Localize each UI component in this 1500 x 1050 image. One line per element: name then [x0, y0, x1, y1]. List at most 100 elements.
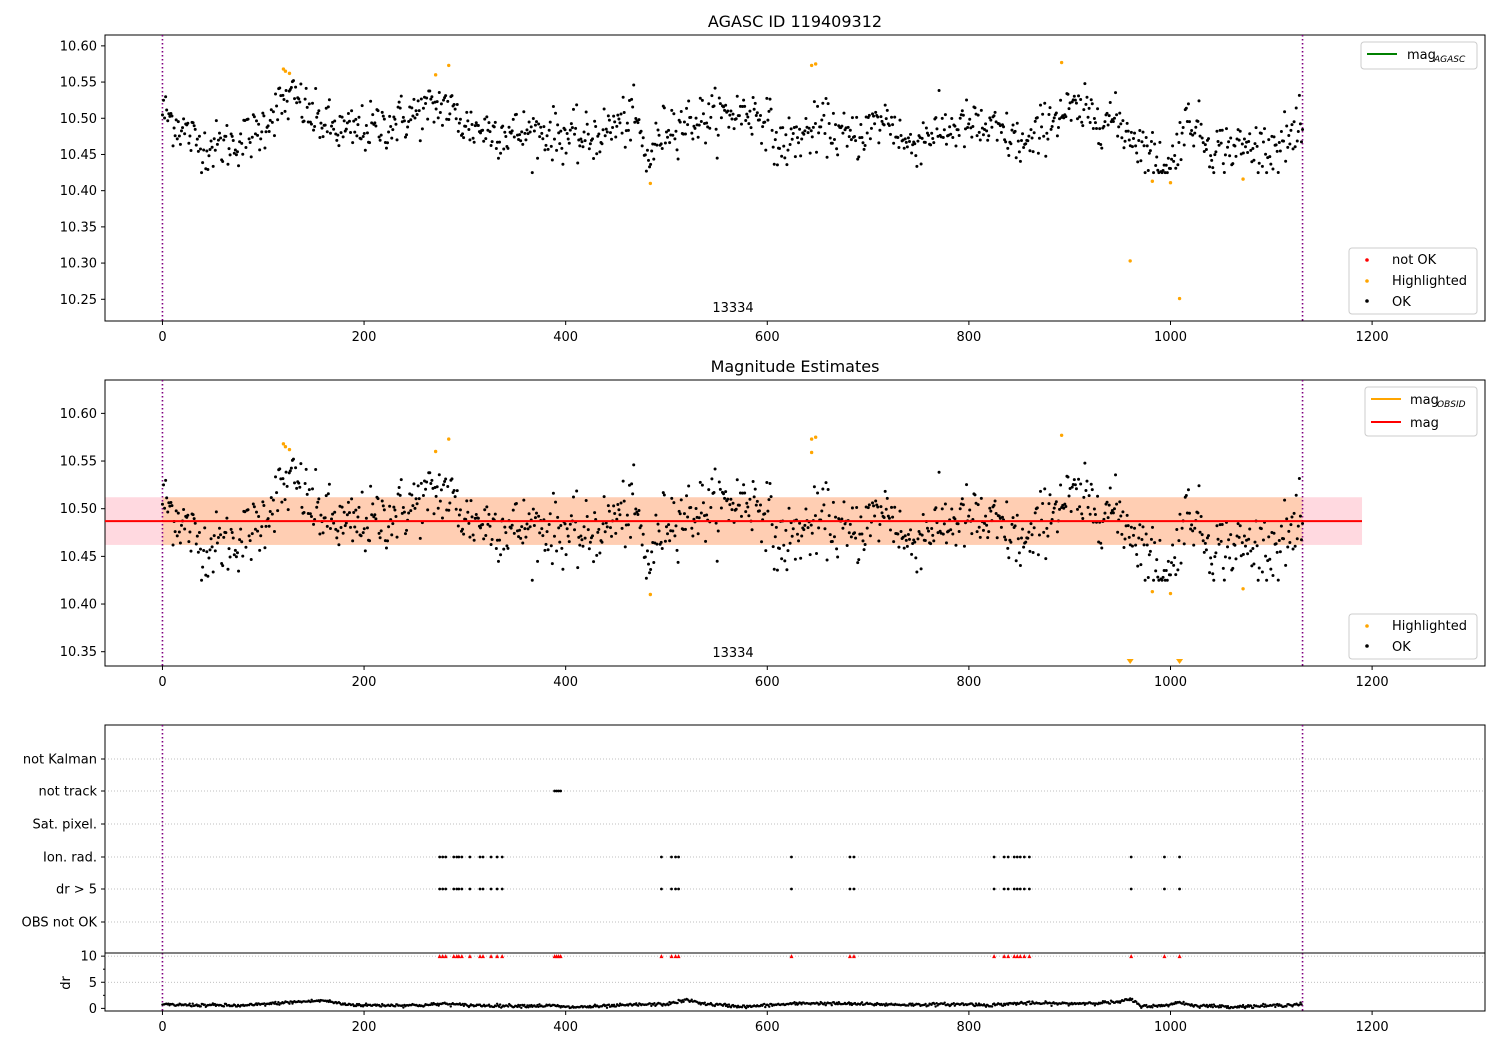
agasc-ok-point: [552, 137, 556, 141]
agasc-ok-point: [767, 109, 771, 113]
mag-estimates-ok-point: [289, 466, 293, 470]
mag-estimates-ok-point: [743, 491, 747, 495]
agasc-ok-point: [241, 152, 245, 156]
agasc-ok-point: [464, 124, 468, 128]
mag-estimates-ok-point: [575, 489, 579, 493]
agasc-ok-point: [263, 146, 267, 150]
mag-estimates-ok-point: [1051, 510, 1055, 514]
mag-estimates-ok-point: [195, 534, 199, 538]
mag-estimates-ok-point: [976, 503, 980, 507]
agasc-ok-point: [258, 148, 262, 152]
agasc-ok-point: [855, 115, 859, 119]
agasc-ok-point: [419, 97, 423, 101]
agasc-ok-point: [660, 146, 664, 150]
dr-point: [836, 1003, 840, 1006]
agasc-ok-point: [257, 122, 261, 126]
agasc-ok-point: [551, 105, 555, 109]
mag-estimates-ok-point: [1019, 536, 1023, 540]
mag-estimates-ok-point: [731, 501, 735, 505]
mag-estimates-ok-point: [876, 505, 880, 509]
mag-estimates-ok-point: [384, 546, 388, 550]
agasc-ok-point: [631, 105, 635, 109]
agasc-ok-point: [584, 110, 588, 114]
mag-estimates-ok-point: [1205, 536, 1209, 540]
agasc-ok-point: [969, 126, 973, 130]
agasc-ok-point: [813, 122, 817, 126]
mag-estimates-ok-point: [1163, 578, 1167, 582]
agasc-ok-point: [1222, 170, 1226, 174]
mag-estimates-ok-point: [1196, 511, 1200, 515]
mag-estimates-ok-point: [415, 502, 419, 506]
mag-estimates-ok-point: [1247, 537, 1251, 541]
agasc-highlighted-point: [1059, 60, 1064, 65]
mag-estimates-ok-point: [785, 568, 789, 572]
dr-point: [698, 1001, 701, 1004]
mag-estimates-ok-point: [885, 496, 889, 500]
mag-estimates-ok-point: [655, 542, 659, 546]
mag-estimates-ok-point: [632, 463, 636, 467]
mag-estimates-ok-point: [994, 511, 998, 515]
agasc-ok-point: [240, 141, 244, 145]
mag-estimates-ok-point: [501, 517, 505, 521]
agasc-ok-point: [675, 148, 679, 152]
agasc-ok-point: [269, 108, 273, 112]
agasc-ok-point: [897, 145, 901, 149]
agasc-ok-point: [906, 136, 910, 140]
mag-estimates-ok-point: [797, 539, 801, 543]
mag-estimates-ok-point: [978, 535, 982, 539]
dr-xtick-label: 1200: [1356, 1020, 1389, 1035]
agasc-ok-point: [1085, 95, 1089, 99]
mag-estimates-ok-point: [1251, 547, 1255, 551]
dr-point: [667, 1003, 670, 1007]
agasc-ok-point: [821, 101, 825, 105]
agasc-ok-point: [617, 117, 621, 121]
agasc-ok-point: [462, 136, 466, 140]
agasc-highlighted-point: [433, 73, 438, 77]
dr-point: [943, 1001, 946, 1004]
mag-estimates-ok-point: [555, 549, 559, 553]
agasc-ok-point: [898, 118, 902, 122]
agasc-ok-point: [613, 120, 617, 124]
mag-estimates-ok-point: [767, 498, 771, 502]
agasc-ok-point: [892, 141, 896, 145]
dr-point: [1015, 1003, 1018, 1006]
mag-estimates-ok-point: [1236, 522, 1240, 526]
mag-estimates-ok-point: [625, 513, 629, 517]
mag-estimates-ok-point: [1077, 477, 1081, 481]
legend-ok-marker-2: [1365, 644, 1369, 648]
agasc-ok-point: [469, 110, 473, 114]
agasc-ok-point: [845, 144, 849, 148]
mag-estimates-ok-point: [853, 531, 857, 535]
agasc-ok-point: [757, 118, 761, 122]
mag-estimates-ok-point: [533, 516, 537, 520]
flag-point: [481, 887, 485, 891]
mag-estimates-ok-point: [1298, 514, 1302, 518]
mag-estimates-ok-point: [186, 513, 190, 517]
agasc-ok-point: [440, 123, 444, 127]
agasc-ok-point: [249, 155, 253, 159]
agasc-ok-point: [192, 124, 196, 128]
mag-estimates-ok-point: [919, 567, 923, 571]
mag-estimates-ok-point: [607, 509, 611, 513]
mag-estimates-ok-point: [709, 506, 713, 510]
mag-estimates-ok-point: [860, 532, 864, 536]
mag-estimates-ok-point: [1070, 485, 1074, 489]
agasc-ok-point: [371, 113, 375, 117]
mag-estimates-ok-point: [1193, 526, 1197, 530]
mag-estimates-ok-point: [1108, 486, 1112, 490]
agasc-ok-point: [697, 123, 701, 127]
agasc-ok-point: [210, 145, 214, 149]
mag-estimates-ok-point: [546, 548, 550, 552]
mag-estimates-ok-point: [1059, 483, 1063, 487]
flag-point: [852, 855, 856, 859]
dr-clipped-marker: [847, 954, 852, 959]
dr-point: [727, 1003, 731, 1006]
agasc-ok-point: [1140, 140, 1144, 144]
agasc-ok-point: [971, 124, 975, 128]
agasc-ok-point: [760, 141, 764, 145]
agasc-ok-point: [1282, 139, 1286, 143]
agasc-ok-point: [1036, 151, 1040, 155]
agasc-ok-point: [825, 155, 829, 159]
agasc-ok-point: [983, 127, 987, 131]
flag-point: [455, 887, 459, 891]
